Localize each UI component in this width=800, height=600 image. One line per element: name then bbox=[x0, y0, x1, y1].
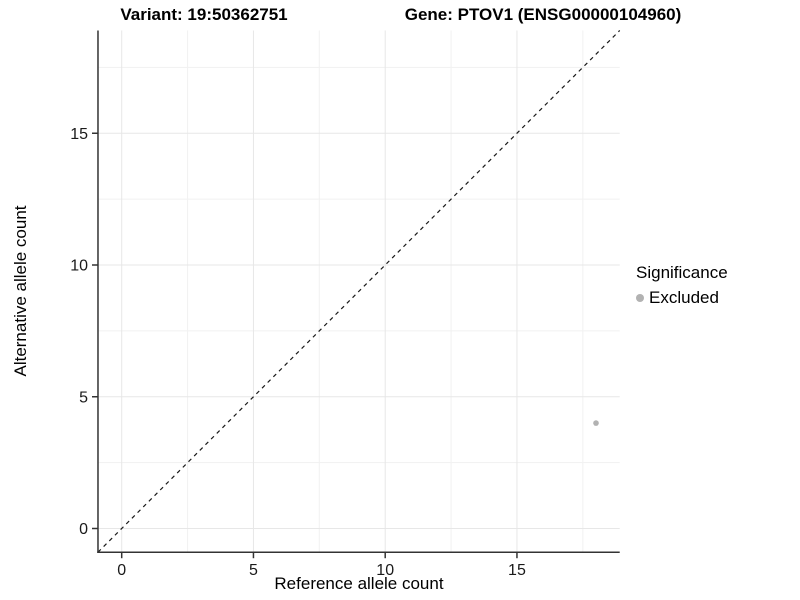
identity-line bbox=[97, 30, 621, 553]
legend-title: Significance bbox=[636, 263, 728, 282]
y-tick-label: 15 bbox=[70, 126, 88, 143]
y-tick-label: 5 bbox=[79, 389, 88, 406]
data-point bbox=[593, 420, 599, 426]
x-tick-label: 10 bbox=[376, 562, 394, 579]
x-tick-label: 15 bbox=[508, 562, 526, 579]
legend-entry-label: Excluded bbox=[649, 288, 719, 307]
legend: Significance Excluded bbox=[636, 263, 728, 308]
y-axis-title: Alternative allele count bbox=[11, 205, 30, 377]
x-tick-label: 0 bbox=[117, 562, 126, 579]
gene-title: Gene: PTOV1 (ENSG00000104960) bbox=[404, 5, 682, 24]
y-tick-label: 10 bbox=[70, 258, 88, 275]
x-tick-label: 5 bbox=[249, 562, 258, 579]
variant-title: Variant: 19:50362751 bbox=[120, 5, 288, 24]
legend-entry-excluded: Excluded bbox=[636, 288, 728, 308]
y-tick-label: 0 bbox=[79, 521, 88, 538]
x-axis-title: Reference allele count bbox=[274, 574, 444, 593]
excluded-point-icon bbox=[636, 294, 644, 302]
